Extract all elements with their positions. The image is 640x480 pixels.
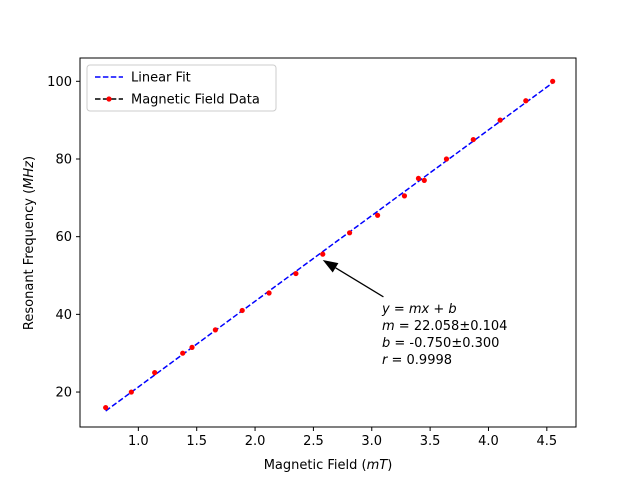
plot-area — [79, 57, 577, 428]
data-point — [415, 175, 422, 182]
data-point — [189, 344, 195, 350]
data-point — [421, 177, 427, 183]
data-point — [346, 230, 353, 236]
data-point — [128, 389, 134, 395]
data-point — [293, 270, 299, 277]
annotation-line: b = -0.750±0.300 — [382, 336, 499, 351]
annotation-line: m = 22.058±0.104 — [382, 319, 507, 334]
y-tick-label: 40 — [55, 308, 72, 323]
data-point — [320, 251, 326, 257]
data-point — [523, 98, 529, 104]
x-tick-label: 1.0 — [128, 434, 149, 449]
y-axis-label: Resonant Frequency (MHz) — [22, 156, 37, 330]
y-axis-ticks: 20 40 60 80 100 — [47, 75, 80, 401]
linear-fit-line — [105, 82, 554, 412]
data-point — [550, 78, 556, 84]
data-point — [152, 370, 158, 376]
legend-box — [86, 64, 277, 112]
data-point — [375, 212, 381, 218]
annotation-arrow-head — [322, 259, 339, 273]
data-point — [212, 327, 218, 333]
x-tick-label: 3.5 — [420, 434, 441, 449]
x-tick-label: 1.5 — [186, 434, 207, 449]
x-axis-label: Magnetic Field (mT) — [264, 458, 393, 473]
series-layer — [103, 78, 556, 412]
data-point — [470, 136, 476, 143]
fit-annotation: y = mx + b m = 22.058±0.104 b = -0.750±0.3… — [322, 259, 507, 368]
annotation-line: r = 0.9998 — [382, 353, 452, 368]
x-tick-label: 4.5 — [536, 434, 557, 449]
legend-entry-label: Linear Fit — [131, 71, 191, 86]
data-point — [180, 350, 186, 356]
x-tick-label: 2.5 — [303, 434, 324, 449]
y-tick-label: 80 — [55, 152, 72, 167]
x-tick-label: 3.0 — [361, 434, 382, 449]
legend: Linear Fit Magnetic Field Data — [86, 64, 277, 112]
data-point — [266, 290, 272, 296]
data-point — [103, 404, 109, 411]
x-tick-label: 2.0 — [245, 434, 266, 449]
legend-entry-label: Magnetic Field Data — [131, 93, 260, 108]
data-point — [443, 156, 450, 162]
data-point — [239, 307, 245, 314]
x-tick-label: 4.0 — [478, 434, 499, 449]
y-tick-label: 100 — [47, 75, 72, 90]
y-tick-label: 60 — [55, 230, 72, 245]
y-tick-label: 20 — [55, 386, 72, 401]
x-axis-ticks: 1.0 1.5 2.0 2.5 3.0 3.5 4.0 4.5 — [128, 427, 557, 449]
annotation-arrow-shaft — [335, 267, 384, 298]
data-point — [401, 193, 408, 199]
annotation-line: y = mx + b — [381, 302, 457, 317]
data-point — [497, 117, 503, 123]
legend-data-swatch-marker — [106, 96, 112, 102]
